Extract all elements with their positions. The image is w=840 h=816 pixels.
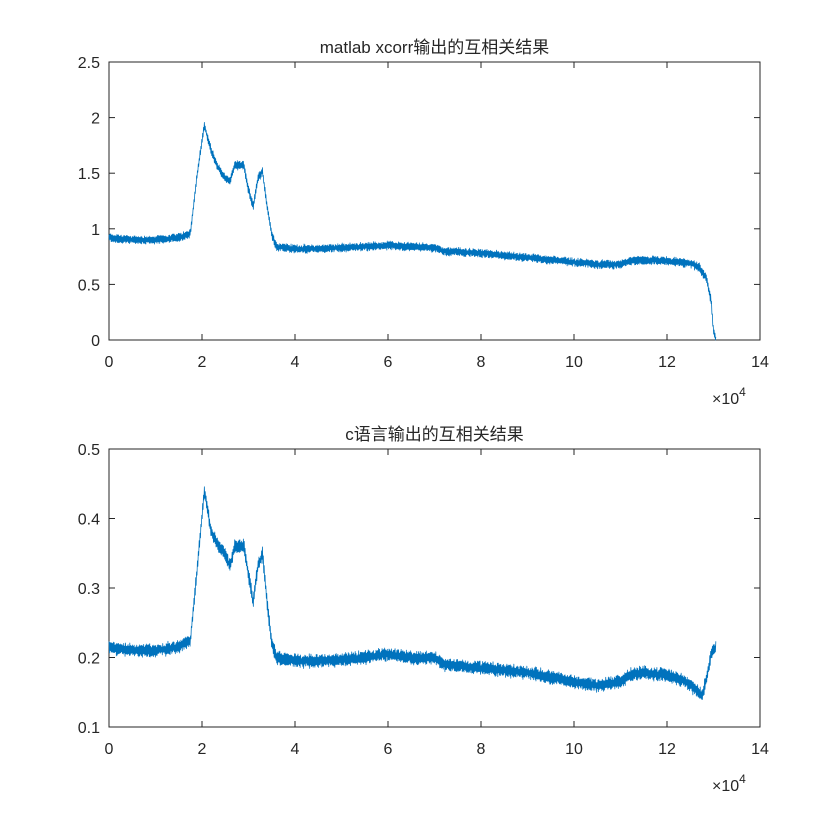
- x-tick-label: 0: [105, 741, 114, 758]
- x-tick-label: 14: [751, 741, 769, 758]
- chart-title: c语言输出的互相关结果: [345, 425, 524, 444]
- x-exponent-base: ×10: [712, 778, 739, 795]
- series-line: [108, 486, 717, 700]
- y-tick-label: 0.3: [78, 581, 100, 598]
- y-tick-label: 1: [91, 222, 100, 239]
- x-tick-label: 12: [658, 354, 676, 371]
- y-tick-label: 0.5: [78, 442, 100, 459]
- x-tick-label: 2: [198, 741, 207, 758]
- x-exponent-power: 4: [739, 385, 746, 399]
- y-tick-label: 0: [91, 333, 100, 350]
- x-tick-label: 6: [384, 354, 393, 371]
- y-tick-label: 2.5: [78, 55, 100, 72]
- plot-area: [108, 448, 761, 728]
- chart-title: matlab xcorr输出的互相关结果: [320, 38, 550, 57]
- top-axes: matlab xcorr输出的互相关结果 0 2 4 6 8 10 12 14 0 0.5 1 1.5 2…: [78, 38, 769, 408]
- x-tick-label: 8: [477, 354, 486, 371]
- plot-area: [108, 61, 761, 341]
- y-tick-label: 0.5: [78, 277, 100, 294]
- x-exponent-power: 4: [739, 772, 746, 786]
- x-tick-label: 6: [384, 741, 393, 758]
- x-tick-label: 0: [105, 354, 114, 371]
- x-tick-label: 10: [565, 354, 583, 371]
- y-tick-label: 2: [91, 111, 100, 128]
- x-tick-label: 4: [291, 741, 300, 758]
- y-tick-label: 1.5: [78, 166, 100, 183]
- x-exponent-base: ×10: [712, 391, 739, 408]
- x-tick-label: 10: [565, 741, 583, 758]
- x-tick-label: 2: [198, 354, 207, 371]
- x-tick-label: 14: [751, 354, 769, 371]
- x-tick-label: 12: [658, 741, 676, 758]
- series-line: [108, 122, 717, 341]
- y-tick-label: 0.1: [78, 720, 100, 737]
- x-tick-label: 8: [477, 741, 486, 758]
- x-exponent-label: ×104: [712, 772, 746, 795]
- y-tick-label: 0.2: [78, 651, 100, 668]
- bottom-axes: c语言输出的互相关结果 0 2 4 6 8 10 12 14 0.1 0.2 0.3 0.4 0.5 ×10…: [78, 425, 769, 795]
- y-tick-label: 0.4: [78, 512, 100, 529]
- x-exponent-label: ×104: [712, 385, 746, 408]
- x-tick-label: 4: [291, 354, 300, 371]
